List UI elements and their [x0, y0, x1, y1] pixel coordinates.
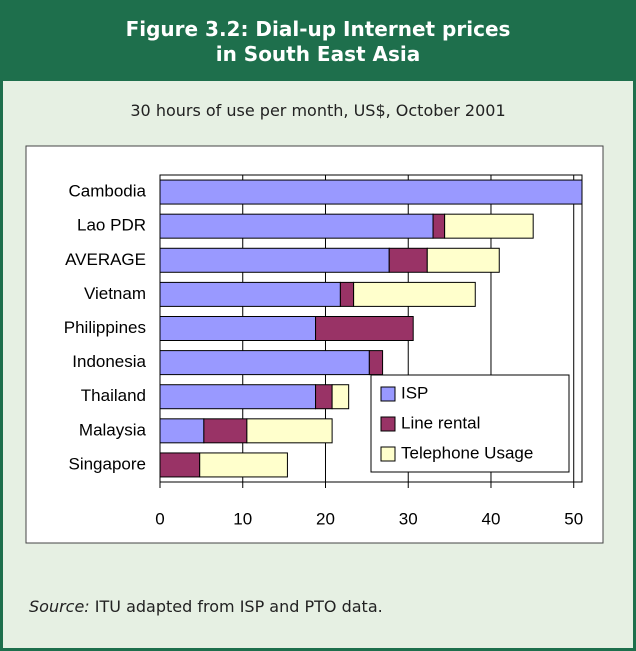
- y-tick-label: Malaysia: [79, 420, 147, 439]
- bar-segment: [203, 418, 248, 444]
- y-tick-label: Philippines: [64, 318, 146, 337]
- chart: 0 10 20 30 40 50 Cambodia Lao PDR AVERAGE Vietnam…: [25, 145, 604, 544]
- bar-segment: [368, 350, 384, 376]
- x-tick-label: 40: [482, 509, 501, 528]
- y-tick-label: Vietnam: [84, 284, 146, 303]
- chart-box: [25, 145, 604, 544]
- bar-segment: [339, 281, 355, 307]
- bar-segment: [160, 213, 434, 239]
- bar-segment: [331, 384, 350, 410]
- header: Figure 3.2: Dial-up Internet prices in S…: [3, 3, 633, 81]
- bar-segment: [315, 316, 414, 341]
- x-tick-label: 10: [233, 509, 252, 528]
- bar-segment: [246, 418, 333, 444]
- bar-segment: [160, 384, 317, 410]
- bar-segment: [160, 350, 370, 376]
- x-tick-label: 50: [564, 509, 583, 528]
- bar-segment: [353, 281, 476, 307]
- bar-segment: [388, 247, 428, 273]
- source-label: Source:: [29, 597, 90, 616]
- bar-segment: [315, 384, 333, 410]
- bar-segment: [160, 179, 582, 205]
- title-line: Figure 3.2: Dial-up Internet prices: [125, 17, 511, 41]
- legend-swatch: [380, 446, 396, 462]
- y-tick-label: Singapore: [68, 454, 146, 473]
- bar-segment: [432, 213, 446, 239]
- legend-label: Line rental: [401, 413, 480, 432]
- legend-swatch: [380, 386, 396, 402]
- title-line: in South East Asia: [215, 42, 421, 66]
- bar-segment: [444, 213, 534, 239]
- bar-segment: [160, 316, 317, 341]
- y-tick-label: Thailand: [81, 386, 146, 405]
- legend-swatch: [380, 416, 396, 432]
- bar-segment: [199, 452, 288, 478]
- y-tick-label: AVERAGE: [65, 250, 146, 269]
- bar-segment: [160, 247, 390, 273]
- x-tick-label: 0: [155, 509, 164, 528]
- x-tick-label: 30: [399, 509, 418, 528]
- legend-box: [370, 374, 570, 473]
- plot-border: [159, 174, 583, 483]
- y-tick-label: Lao PDR: [77, 216, 146, 235]
- bars: [160, 179, 582, 478]
- y-tick-label: Cambodia: [69, 182, 147, 201]
- y-tick-label: Indonesia: [72, 352, 146, 371]
- bar-segment: [160, 452, 201, 478]
- bar-segment: [426, 247, 500, 273]
- legend-label: ISP: [401, 383, 428, 402]
- legend-label: Telephone Usage: [401, 443, 533, 462]
- bar-segment: [160, 418, 205, 444]
- source-text: ITU adapted from ISP and PTO data.: [94, 597, 383, 616]
- subtitle: 30 hours of use per month, US$, October …: [130, 101, 506, 120]
- bar-segment: [160, 281, 341, 307]
- x-tick-label: 20: [316, 509, 335, 528]
- source: Source: ITU adapted from ISP and PTO dat…: [29, 597, 383, 616]
